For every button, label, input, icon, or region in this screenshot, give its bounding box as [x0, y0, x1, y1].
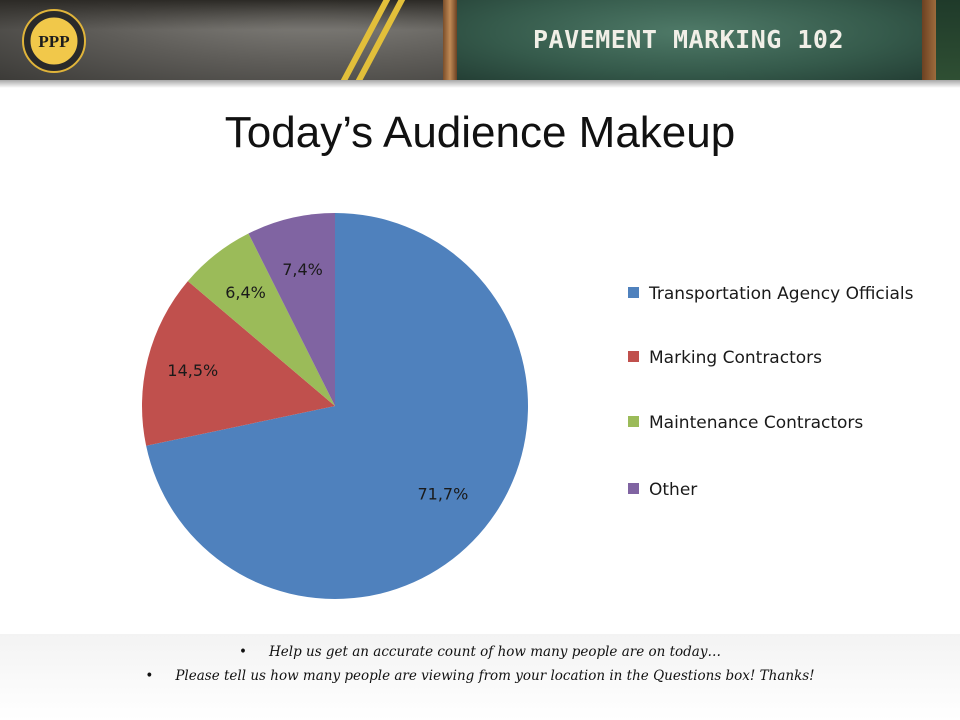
- bullet: •: [239, 644, 247, 660]
- legend-label: Other: [649, 480, 698, 500]
- road-image: [0, 0, 450, 80]
- note-1: • Help us get an accurate count of how ma…: [0, 644, 960, 660]
- pie-data-label: 14,5%: [167, 361, 218, 380]
- chalkboard-frame-left: [443, 0, 457, 80]
- legend-label: Marking Contractors: [649, 348, 822, 368]
- pie-slice-maintenance-contractors: [187, 233, 335, 406]
- pie-data-label: 7,4%: [282, 260, 323, 279]
- pie-slice-other: [248, 213, 335, 406]
- pie-slice-marking-contractors: [142, 281, 335, 446]
- legend-swatch: [628, 483, 639, 494]
- pie-data-label: 71,7%: [417, 485, 468, 504]
- banner-title: PAVEMENT MARKING 102: [533, 25, 845, 54]
- legend-item-maintenance-contractors: Maintenance Contractors: [628, 409, 919, 438]
- legend-swatch: [628, 416, 639, 427]
- bullet: •: [145, 668, 154, 684]
- footer-notes: • Help us get an accurate count of how ma…: [0, 634, 960, 720]
- pie-slice-transportation-agency-officials: [146, 213, 528, 599]
- legend-swatch: [628, 351, 639, 362]
- note-1-text: Help us get an accurate count of how man…: [268, 644, 721, 660]
- logo-text: PPP: [38, 32, 69, 51]
- legend-item-transportation-agency-officials: Transportation Agency Officials: [628, 280, 919, 309]
- company-logo: PPP: [22, 9, 86, 73]
- legend-label: Maintenance Contractors: [649, 413, 864, 433]
- legend-item-other: Other: [628, 476, 919, 505]
- pie-data-label: 6,4%: [225, 283, 266, 302]
- chalkboard-frame-right: [922, 0, 960, 80]
- legend-item-marking-contractors: Marking Contractors: [628, 344, 919, 373]
- legend-label: Transportation Agency Officials: [649, 284, 914, 304]
- note-2: • Please tell us how many people are view…: [0, 668, 960, 684]
- note-2-text: Please tell us how many people are viewi…: [175, 668, 815, 684]
- page-title: Today’s Audience Makeup: [224, 108, 736, 157]
- legend-swatch: [628, 287, 639, 298]
- header-banner: PPP PAVEMENT MARKING 102: [0, 0, 960, 80]
- chalkboard: [457, 0, 922, 80]
